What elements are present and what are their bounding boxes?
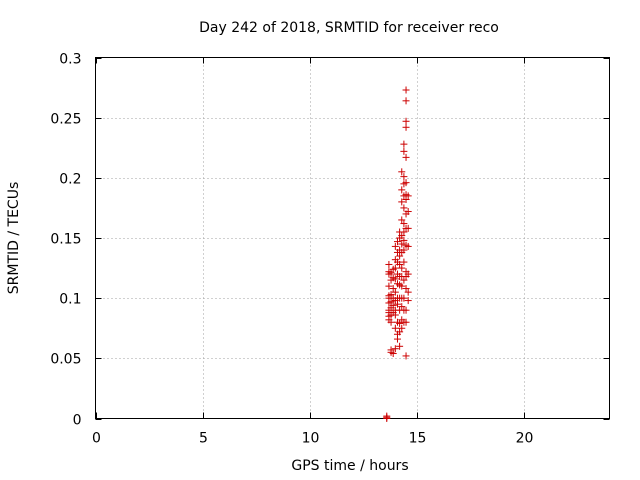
data-point: [398, 303, 406, 311]
grid: [95, 57, 610, 419]
data-point: [396, 319, 404, 327]
data-point: [404, 224, 412, 232]
data-point: [391, 311, 399, 319]
data-point: [391, 264, 399, 272]
y-tick-labels: 0 0.05 0.1 0.15 0.2 0.25 0.3: [50, 52, 81, 429]
data-point: [389, 350, 397, 358]
data-point: [398, 198, 406, 206]
data-point: [402, 318, 410, 326]
data-point: [398, 240, 406, 248]
data-point: [391, 242, 399, 250]
x-tick-labels: 0 5 10 15 20: [92, 431, 533, 447]
data-point: [402, 153, 410, 161]
data-point: [393, 238, 401, 246]
data-point: [404, 208, 412, 216]
y-axis-label: SRMTID / TECUs: [6, 182, 22, 295]
data-point: [404, 288, 412, 296]
data-point: [404, 297, 412, 305]
data-point: [400, 228, 408, 236]
data-point: [400, 220, 408, 228]
data-point: [400, 140, 408, 148]
y-tick-label: 0.15: [50, 232, 81, 248]
y-tick-label: 0.3: [59, 52, 81, 68]
y-tick-label: 0: [73, 413, 82, 429]
data-point: [400, 276, 408, 284]
data-point: [398, 186, 406, 194]
x-tick-label: 0: [92, 431, 101, 447]
data-point: [391, 345, 399, 353]
data-point: [387, 318, 395, 326]
data-point: [398, 324, 406, 332]
y-tick-label: 0.05: [50, 352, 81, 368]
data-point: [385, 282, 393, 290]
data-point: [398, 282, 406, 290]
data-point: [398, 168, 406, 176]
y-tick-label: 0.2: [59, 172, 81, 188]
data-point: [402, 123, 410, 131]
x-tick-label: 20: [516, 431, 534, 447]
data-point: [404, 270, 412, 278]
data-point: [396, 260, 404, 268]
data-point: [400, 204, 408, 212]
data-point: [402, 86, 410, 94]
x-tick-label: 5: [199, 431, 208, 447]
data-points: [383, 86, 412, 422]
data-point: [391, 324, 399, 332]
data-point: [383, 412, 391, 420]
data-point: [398, 232, 406, 240]
data-point: [400, 147, 408, 155]
data-point: [393, 335, 401, 343]
data-point: [404, 192, 412, 200]
x-axis-label: GPS time / hours: [291, 458, 408, 474]
data-point: [402, 117, 410, 125]
y-tick-label: 0.1: [59, 292, 81, 308]
data-point: [402, 97, 410, 105]
data-point: [400, 236, 408, 244]
x-tick-label: 15: [409, 431, 427, 447]
data-point: [396, 328, 404, 336]
data-point: [385, 260, 393, 268]
data-point: [387, 269, 395, 277]
data-point: [404, 242, 412, 250]
axis-ticks: [95, 57, 610, 420]
data-point: [402, 179, 410, 187]
data-point: [402, 306, 410, 314]
data-point: [396, 342, 404, 350]
data-point: [389, 301, 397, 309]
data-point: [402, 195, 410, 203]
data-point: [398, 216, 406, 224]
data-point: [402, 285, 410, 293]
data-point: [402, 352, 410, 360]
data-point: [400, 246, 408, 254]
data-point: [393, 300, 401, 308]
y-tick-label: 0.25: [50, 112, 81, 128]
data-point: [400, 294, 408, 302]
data-point: [387, 298, 395, 306]
data-point: [387, 291, 395, 299]
chart-title: Day 242 of 2018, SRMTID for receiver rec…: [199, 20, 499, 36]
data-point: [396, 252, 404, 260]
data-point: [398, 264, 406, 272]
data-point: [391, 288, 399, 296]
data-point: [400, 258, 408, 266]
data-point: [389, 285, 397, 293]
x-tick-label: 10: [302, 431, 320, 447]
data-point: [391, 275, 399, 283]
data-point: [400, 173, 408, 181]
